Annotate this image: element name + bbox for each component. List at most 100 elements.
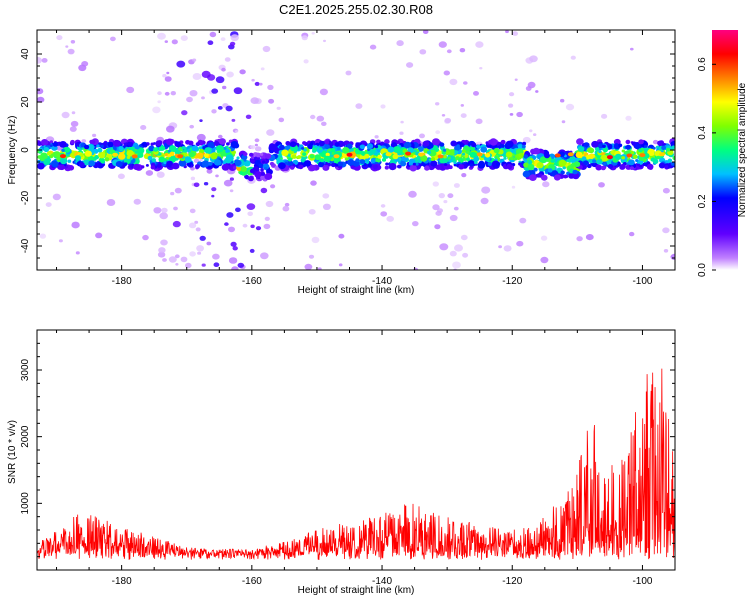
- heatmap-speckle: [380, 204, 386, 208]
- heatmap-ridge-blob: [59, 141, 67, 148]
- heatmap-speckle: [374, 135, 379, 139]
- heatmap-ridge-blob: [621, 149, 625, 153]
- heatmap-speckle: [284, 202, 290, 207]
- heatmap-ridge-blob: [469, 146, 475, 151]
- heatmap-ridge-blob: [37, 162, 45, 170]
- heatmap-ridge-blob: [539, 156, 548, 164]
- heatmap-speckle: [206, 168, 213, 174]
- colorbar-tick-label: 0.4: [697, 125, 708, 139]
- heatmap-speckle: [317, 267, 322, 270]
- heatmap-speckle: [475, 41, 484, 48]
- x-tick-label: -120: [502, 576, 522, 587]
- heatmap-speckle: [190, 176, 196, 181]
- heatmap-speckle: [199, 235, 206, 241]
- heatmap-speckle: [249, 248, 255, 253]
- heatmap-ridge-blob: [123, 142, 128, 146]
- heatmap-speckle: [170, 191, 175, 196]
- heatmap-speckle: [180, 35, 188, 41]
- x-tick-label: -100: [632, 576, 652, 587]
- heatmap-ridge-blob: [201, 160, 210, 168]
- heatmap-ridge-blob: [439, 142, 445, 147]
- heatmap-ridge-blob: [469, 163, 474, 167]
- heatmap-ridge-blob: [288, 161, 294, 166]
- heatmap-ridge-blob: [505, 151, 513, 158]
- heatmap-ridge-blob: [96, 144, 100, 148]
- heatmap-ridge-blob: [247, 175, 254, 182]
- heatmap-speckle: [153, 207, 162, 214]
- colorbar-gradient: [712, 30, 738, 270]
- heatmap-ridge-blob: [262, 160, 266, 164]
- heatmap-ridge-blob: [388, 163, 397, 171]
- heatmap-speckle: [192, 73, 202, 80]
- heatmap-speckle: [529, 55, 538, 63]
- heatmap-ridge-blob: [629, 166, 635, 171]
- heatmap-speckle: [625, 115, 632, 121]
- heatmap-ridge-blob: [112, 139, 121, 147]
- heatmap-hotspot: [554, 153, 561, 158]
- heatmap-speckle: [446, 49, 452, 54]
- heatmap-speckle: [215, 174, 219, 178]
- heatmap-speckle: [126, 86, 135, 94]
- heatmap-ridge-blob: [244, 174, 249, 179]
- heatmap-speckle: [276, 106, 281, 110]
- heatmap-ridge-blob: [638, 139, 644, 145]
- heatmap-speckle: [438, 41, 447, 48]
- heatmap-ridge-blob: [670, 161, 675, 166]
- heatmap-speckle: [460, 104, 464, 107]
- heatmap-ridge-blob: [424, 165, 430, 171]
- heatmap-speckle: [441, 114, 446, 117]
- y-tick-label: 3000: [20, 358, 31, 381]
- heatmap-ridge-blob: [615, 164, 619, 168]
- heatmap-ridge-blob: [318, 140, 325, 147]
- heatmap-ridge-blob: [167, 154, 172, 158]
- heatmap-ridge-blob: [533, 148, 540, 155]
- heatmap-ridge-blob: [487, 161, 492, 166]
- heatmap-ridge-blob: [417, 146, 424, 152]
- heatmap-ridge-blob: [577, 146, 585, 152]
- heatmap-speckle: [41, 58, 48, 63]
- heatmap-ridge-blob: [658, 162, 666, 169]
- heatmap-speckle: [222, 85, 227, 90]
- heatmap-speckle: [511, 185, 516, 189]
- heatmap-speckle: [255, 226, 262, 231]
- heatmap-ridge-blob: [465, 150, 470, 154]
- heatmap-ridge-blob: [473, 156, 480, 162]
- heatmap-ridge-blob: [269, 143, 277, 151]
- heatmap-ridge-blob: [185, 140, 191, 145]
- heatmap-speckle: [211, 194, 215, 198]
- heatmap-ridge-blob: [415, 162, 419, 166]
- heatmap-ridge-blob: [414, 157, 419, 162]
- heatmap-ridge-blob: [147, 155, 153, 161]
- heatmap-speckle: [246, 203, 256, 211]
- heatmap-ridge-blob: [376, 139, 381, 144]
- heatmap-ridge-blob: [494, 155, 498, 159]
- heatmap-speckle: [164, 91, 170, 96]
- heatmap-ridge-blob: [592, 163, 597, 167]
- heatmap-speckle: [203, 182, 209, 186]
- heatmap-speckle: [419, 133, 425, 139]
- heatmap-speckle: [170, 91, 176, 96]
- colorbar: 0.0 0.2 0.4 0.6 Normalized spectral amplitu…: [697, 30, 748, 277]
- heatmap-speckle: [260, 187, 268, 194]
- heatmap-ridge-blob: [447, 156, 451, 160]
- heatmap-speckle: [206, 241, 212, 246]
- x-tick-label: -180: [112, 276, 132, 287]
- heatmap-ridge-blob: [324, 144, 330, 150]
- heatmap-ridge-blob: [260, 172, 266, 176]
- heatmap-ridge-blob: [158, 145, 166, 151]
- heatmap-ridge-blob: [573, 161, 581, 168]
- heatmap-ridge-blob: [448, 149, 456, 156]
- heatmap-speckle: [231, 118, 236, 122]
- heatmap-panel: -180 -160 -140 -120 -100 -40 -20 0 20 40 Height …: [7, 29, 676, 296]
- heatmap-speckle: [160, 239, 168, 246]
- heatmap-ridge-blob: [625, 144, 631, 150]
- heatmap-speckle: [67, 48, 75, 55]
- heatmap-ridge-blob: [541, 174, 548, 181]
- heatmap-ridge-blob: [150, 165, 156, 170]
- heatmap-speckle: [514, 78, 518, 81]
- heatmap-speckle: [172, 220, 181, 228]
- heatmap-ridge-blob: [471, 142, 477, 148]
- heatmap-speckle: [189, 222, 197, 229]
- heatmap-hotspot: [659, 152, 665, 157]
- heatmap-speckle: [396, 40, 404, 47]
